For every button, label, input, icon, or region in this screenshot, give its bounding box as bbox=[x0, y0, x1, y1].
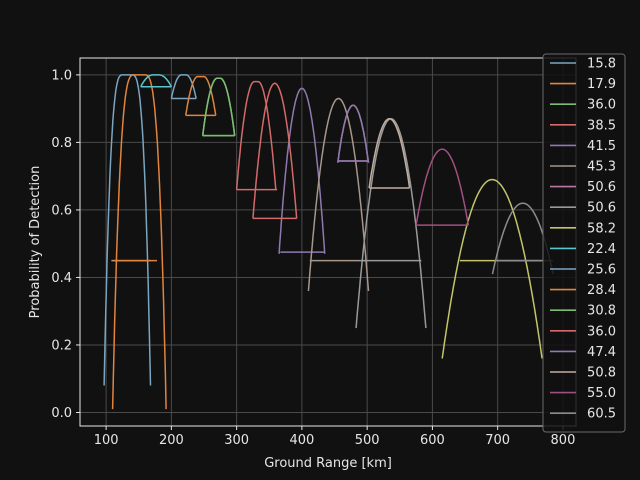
series-group bbox=[103, 74, 554, 410]
legend-label-4: 41.5 bbox=[587, 139, 616, 154]
series-curve-15 bbox=[368, 118, 411, 189]
y-tick-label: 1.0 bbox=[51, 68, 72, 83]
series-curve-1 bbox=[111, 74, 167, 410]
x-tick-label: 600 bbox=[420, 433, 445, 448]
y-tick-label: 0.8 bbox=[51, 136, 72, 151]
legend: 15.8 17.9 36.0 38.5 41.5 45.3 50.6 50.6 58.2 22.4… bbox=[542, 53, 626, 433]
y-tick-label: 0.0 bbox=[51, 406, 72, 421]
x-tick-label: 400 bbox=[289, 433, 314, 448]
series-curve-3 bbox=[235, 80, 277, 190]
legend-label-1: 17.9 bbox=[587, 77, 616, 92]
series-curve-14 bbox=[337, 104, 370, 163]
legend-label-5: 45.3 bbox=[587, 160, 616, 175]
series-curve-12 bbox=[201, 77, 236, 136]
legend-label-10: 25.6 bbox=[587, 263, 616, 278]
x-tick-label: 700 bbox=[485, 433, 510, 448]
legend-label-9: 22.4 bbox=[587, 242, 616, 257]
series-curve-8 bbox=[441, 178, 543, 359]
series-curve-13 bbox=[252, 82, 298, 219]
legend-label-8: 58.2 bbox=[587, 221, 616, 236]
x-tick-label: 800 bbox=[551, 433, 576, 448]
y-axis-label: Probability of Detection bbox=[28, 166, 43, 319]
legend-label-2: 36.0 bbox=[587, 98, 616, 113]
x-axis-label: Ground Range [km] bbox=[264, 456, 392, 471]
legend-label-0: 15.8 bbox=[587, 57, 616, 72]
legend-label-7: 50.6 bbox=[587, 201, 616, 216]
x-tick-label: 100 bbox=[94, 433, 119, 448]
y-tick-label: 0.4 bbox=[51, 271, 72, 286]
legend-label-15: 50.8 bbox=[587, 366, 616, 381]
series-curve-4 bbox=[278, 87, 326, 254]
series-curve-9 bbox=[140, 74, 173, 88]
legend-label-3: 38.5 bbox=[587, 118, 616, 133]
series-curve-5 bbox=[307, 97, 370, 292]
legend-label-13: 36.0 bbox=[587, 324, 616, 339]
x-tick-label: 200 bbox=[159, 433, 184, 448]
legend-label-17: 60.5 bbox=[587, 407, 616, 422]
x-tick-label: 300 bbox=[224, 433, 249, 448]
y-tick-label: 0.6 bbox=[51, 203, 72, 218]
legend-items: 15.8 17.9 36.0 38.5 41.5 45.3 50.6 50.6 58.2 22.4… bbox=[550, 57, 616, 422]
legend-label-16: 55.0 bbox=[587, 386, 616, 401]
series-curve-0 bbox=[103, 74, 152, 386]
x-axis-ticks: 100 200 300 400 500 600 700 800 bbox=[94, 426, 576, 448]
legend-label-6: 50.6 bbox=[587, 180, 616, 195]
series-curve-16 bbox=[415, 148, 470, 226]
legend-label-11: 28.4 bbox=[587, 283, 616, 298]
series-curve-10 bbox=[170, 74, 197, 99]
y-tick-label: 0.2 bbox=[51, 338, 72, 353]
legend-label-12: 30.8 bbox=[587, 304, 616, 319]
y-axis-ticks: 0.0 0.2 0.4 0.6 0.8 1.0 bbox=[51, 68, 80, 421]
legend-label-14: 47.4 bbox=[587, 345, 616, 360]
x-tick-label: 500 bbox=[355, 433, 380, 448]
legend-box bbox=[542, 53, 626, 433]
